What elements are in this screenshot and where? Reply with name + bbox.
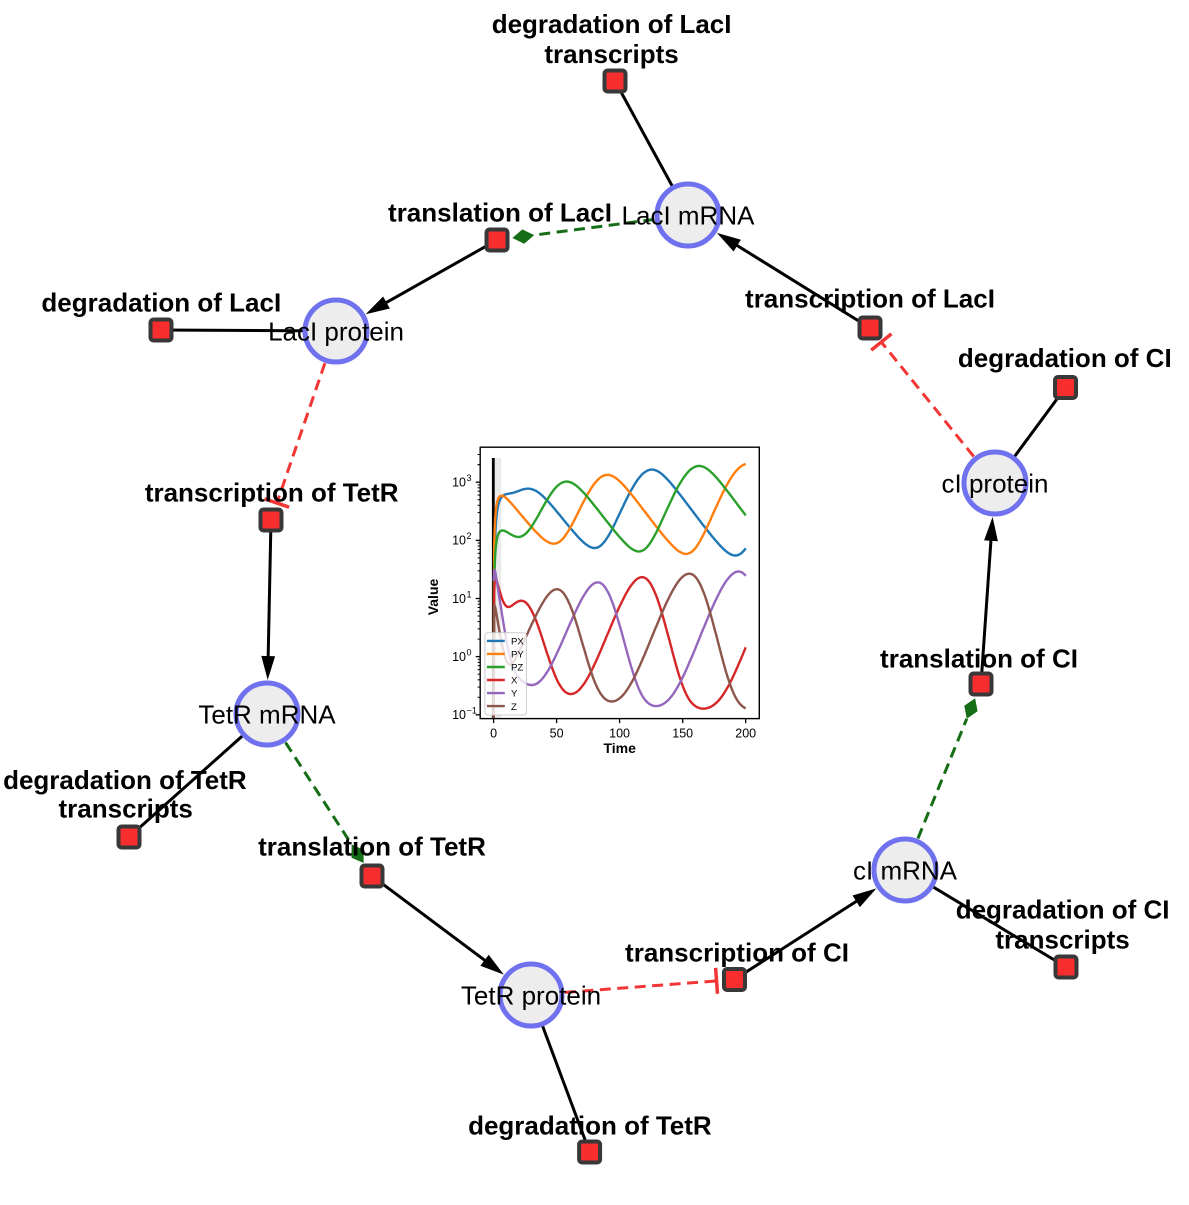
svg-text:TetR mRNA: TetR mRNA: [198, 700, 336, 730]
svg-text:LacI protein: LacI protein: [268, 317, 404, 347]
svg-text:0: 0: [467, 647, 472, 657]
svg-text:150: 150: [672, 726, 693, 740]
svg-text:Z: Z: [511, 702, 517, 713]
svg-text:degradation of LacI: degradation of LacI: [41, 288, 281, 318]
svg-text:cI protein: cI protein: [942, 469, 1049, 499]
svg-text:transcription of TetR: transcription of TetR: [145, 478, 399, 508]
svg-text:100: 100: [609, 726, 630, 740]
svg-text:0: 0: [490, 726, 497, 740]
svg-text:LacI mRNA: LacI mRNA: [622, 201, 756, 231]
svg-text:translation of LacI: translation of LacI: [388, 198, 612, 228]
svg-text:PX: PX: [511, 637, 524, 648]
svg-text:translation of CI: translation of CI: [880, 644, 1078, 674]
svg-text:Time: Time: [603, 740, 636, 756]
svg-text:PY: PY: [511, 650, 524, 661]
svg-text:transcripts: transcripts: [995, 924, 1129, 954]
svg-text:10: 10: [452, 650, 466, 664]
svg-text:2: 2: [467, 531, 472, 541]
svg-text:10: 10: [452, 592, 466, 606]
svg-text:10: 10: [452, 534, 466, 548]
svg-text:transcription of LacI: transcription of LacI: [745, 284, 995, 314]
svg-text:translation of TetR: translation of TetR: [258, 832, 486, 862]
svg-text:degradation of CI: degradation of CI: [958, 343, 1172, 373]
svg-text:cI mRNA: cI mRNA: [853, 856, 958, 886]
svg-text:degradation of TetR: degradation of TetR: [468, 1111, 712, 1141]
svg-text:10: 10: [452, 708, 466, 722]
svg-text:X: X: [511, 676, 518, 687]
svg-text:degradation of CI: degradation of CI: [956, 895, 1170, 925]
svg-text:degradation of TetR: degradation of TetR: [3, 765, 247, 795]
svg-text:200: 200: [735, 726, 756, 740]
svg-text:TetR protein: TetR protein: [461, 981, 601, 1011]
svg-text:50: 50: [550, 726, 564, 740]
svg-text:transcription of CI: transcription of CI: [625, 938, 849, 968]
svg-text:transcripts: transcripts: [544, 39, 678, 69]
svg-text:degradation of LacI: degradation of LacI: [492, 9, 732, 39]
svg-text:1: 1: [467, 589, 472, 599]
svg-text:3: 3: [467, 473, 472, 483]
svg-text:−1: −1: [467, 706, 477, 716]
svg-text:transcripts: transcripts: [59, 793, 193, 823]
svg-text:Value: Value: [425, 579, 441, 616]
svg-text:PZ: PZ: [511, 663, 523, 674]
svg-text:Y: Y: [511, 689, 518, 700]
svg-text:10: 10: [452, 476, 466, 490]
